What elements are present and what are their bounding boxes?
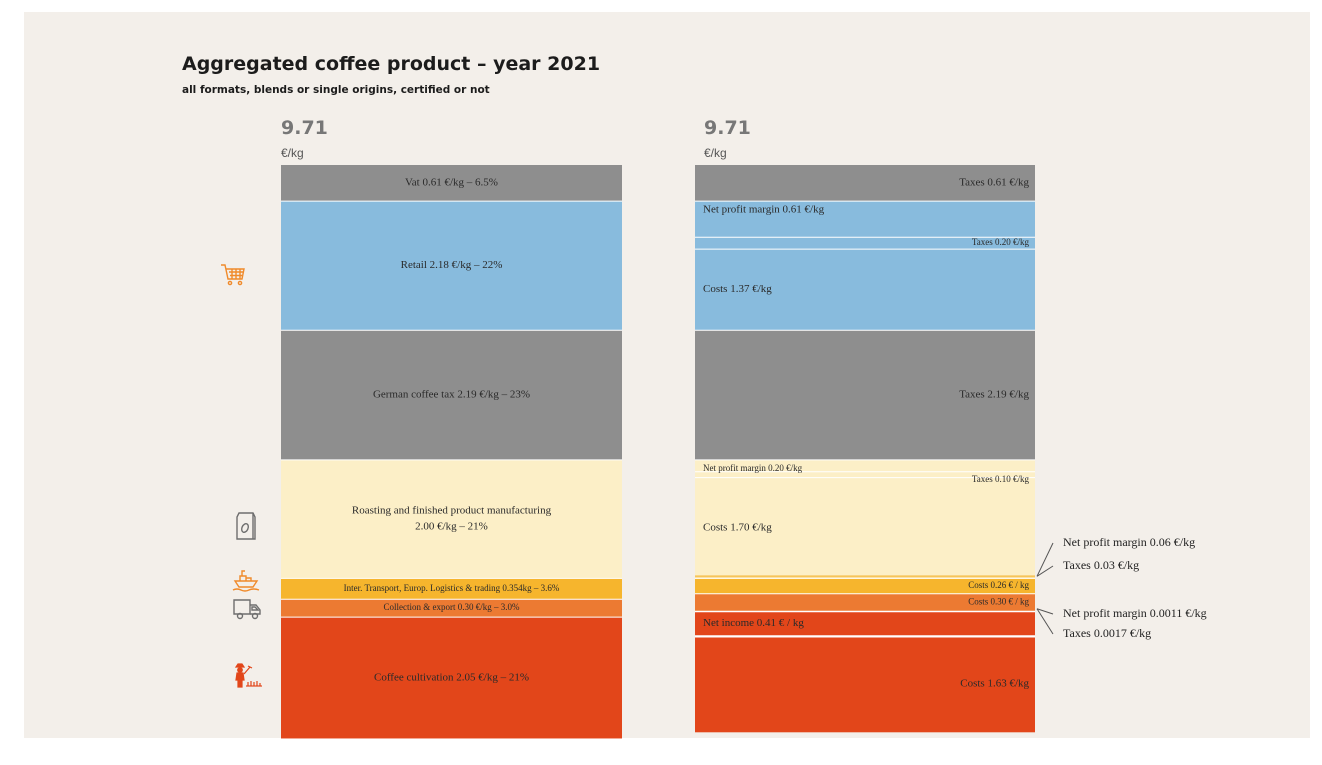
right-bar-segment	[695, 201, 1035, 238]
right-segment-label: Net profit margin 0.61 €/kg	[703, 204, 825, 216]
right-bar-segment	[695, 593, 1035, 612]
left-bar-segment	[281, 165, 622, 202]
right-segment-label: Taxes 2.19 €/kg	[959, 389, 1029, 401]
left-bar-segment	[281, 201, 622, 331]
right-total-unit: €/kg	[704, 146, 727, 160]
left-segment-label: German coffee tax 2.19 €/kg – 23%	[373, 389, 530, 401]
left-segment-label: Retail 2.18 €/kg – 22%	[401, 259, 503, 271]
left-segment-label: 2.00 €/kg – 21%	[415, 521, 488, 533]
left-segment-label: Collection & export 0.30 €/kg – 3.0%	[384, 602, 520, 612]
callout-leader-line	[1036, 608, 1054, 635]
ship-icon	[232, 570, 260, 592]
callout-label: Taxes 0.03 €/kg	[1063, 558, 1139, 572]
right-segment-label: Taxes 0.20 €/kg	[972, 237, 1030, 247]
left-segment-label: Vat 0.61 €/kg – 6.5%	[405, 177, 498, 189]
truck-icon	[233, 599, 261, 620]
right-bar-segment	[695, 249, 1035, 331]
right-segment-label: Taxes 0.61 €/kg	[959, 177, 1029, 189]
callout-label: Taxes 0.0017 €/kg	[1063, 626, 1151, 640]
callout-label: Net profit margin 0.06 €/kg	[1063, 535, 1195, 549]
right-segment-label: Costs 0.30 € / kg	[968, 597, 1029, 607]
left-bar-segment	[281, 617, 622, 739]
right-bar-segment	[695, 330, 1035, 460]
right-segment-label: Costs 1.63 €/kg	[960, 678, 1029, 690]
coffee-bag-icon	[236, 512, 256, 540]
right-total-value: 9.71	[704, 117, 751, 139]
left-bar-segment	[281, 459, 622, 579]
right-bar-segment	[695, 237, 1035, 250]
chart-title: Aggregated coffee product – year 2021	[182, 53, 601, 75]
chart-subtitle: all formats, blends or single origins, c…	[182, 84, 490, 96]
left-bar-segment	[281, 599, 622, 618]
left-bar-segment	[281, 330, 622, 460]
callout-leader-line	[1036, 565, 1054, 577]
callout-leader-line	[1036, 542, 1054, 577]
left-segment-label: Coffee cultivation 2.05 €/kg – 21%	[374, 671, 529, 683]
right-bar-segment	[695, 611, 1035, 636]
right-bar-segment	[695, 459, 1035, 472]
shopping-cart-icon	[221, 264, 245, 286]
callout-label: Net profit margin 0.0011 €/kg	[1063, 606, 1207, 620]
right-segment-label: Costs 0.26 € / kg	[968, 580, 1029, 590]
left-total-unit: €/kg	[281, 146, 304, 160]
right-bar-segment	[695, 578, 1035, 594]
right-segment-label: Costs 1.37 €/kg	[703, 283, 772, 295]
right-segment-label: Net income 0.41 € / kg	[703, 617, 804, 629]
left-bar-segment	[281, 578, 622, 600]
right-bar-segment	[695, 477, 1035, 579]
left-segment-label: Roasting and finished product manufactur…	[352, 505, 552, 517]
right-segment-label: Net profit margin 0.20 €/kg	[703, 463, 803, 473]
left-total-value: 9.71	[281, 117, 328, 139]
farmer-icon	[234, 663, 262, 688]
right-segment-label: Taxes 0.10 €/kg	[972, 474, 1030, 484]
right-bar-segment	[695, 165, 1035, 202]
right-bar-segment	[695, 471, 1035, 478]
callout-leader-line	[1036, 608, 1054, 615]
right-segment-label: Costs 1.70 €/kg	[703, 522, 772, 534]
left-segment-label: Inter. Transport, Europ. Logistics & tra…	[344, 583, 560, 593]
right-bar-segment	[695, 635, 1035, 733]
